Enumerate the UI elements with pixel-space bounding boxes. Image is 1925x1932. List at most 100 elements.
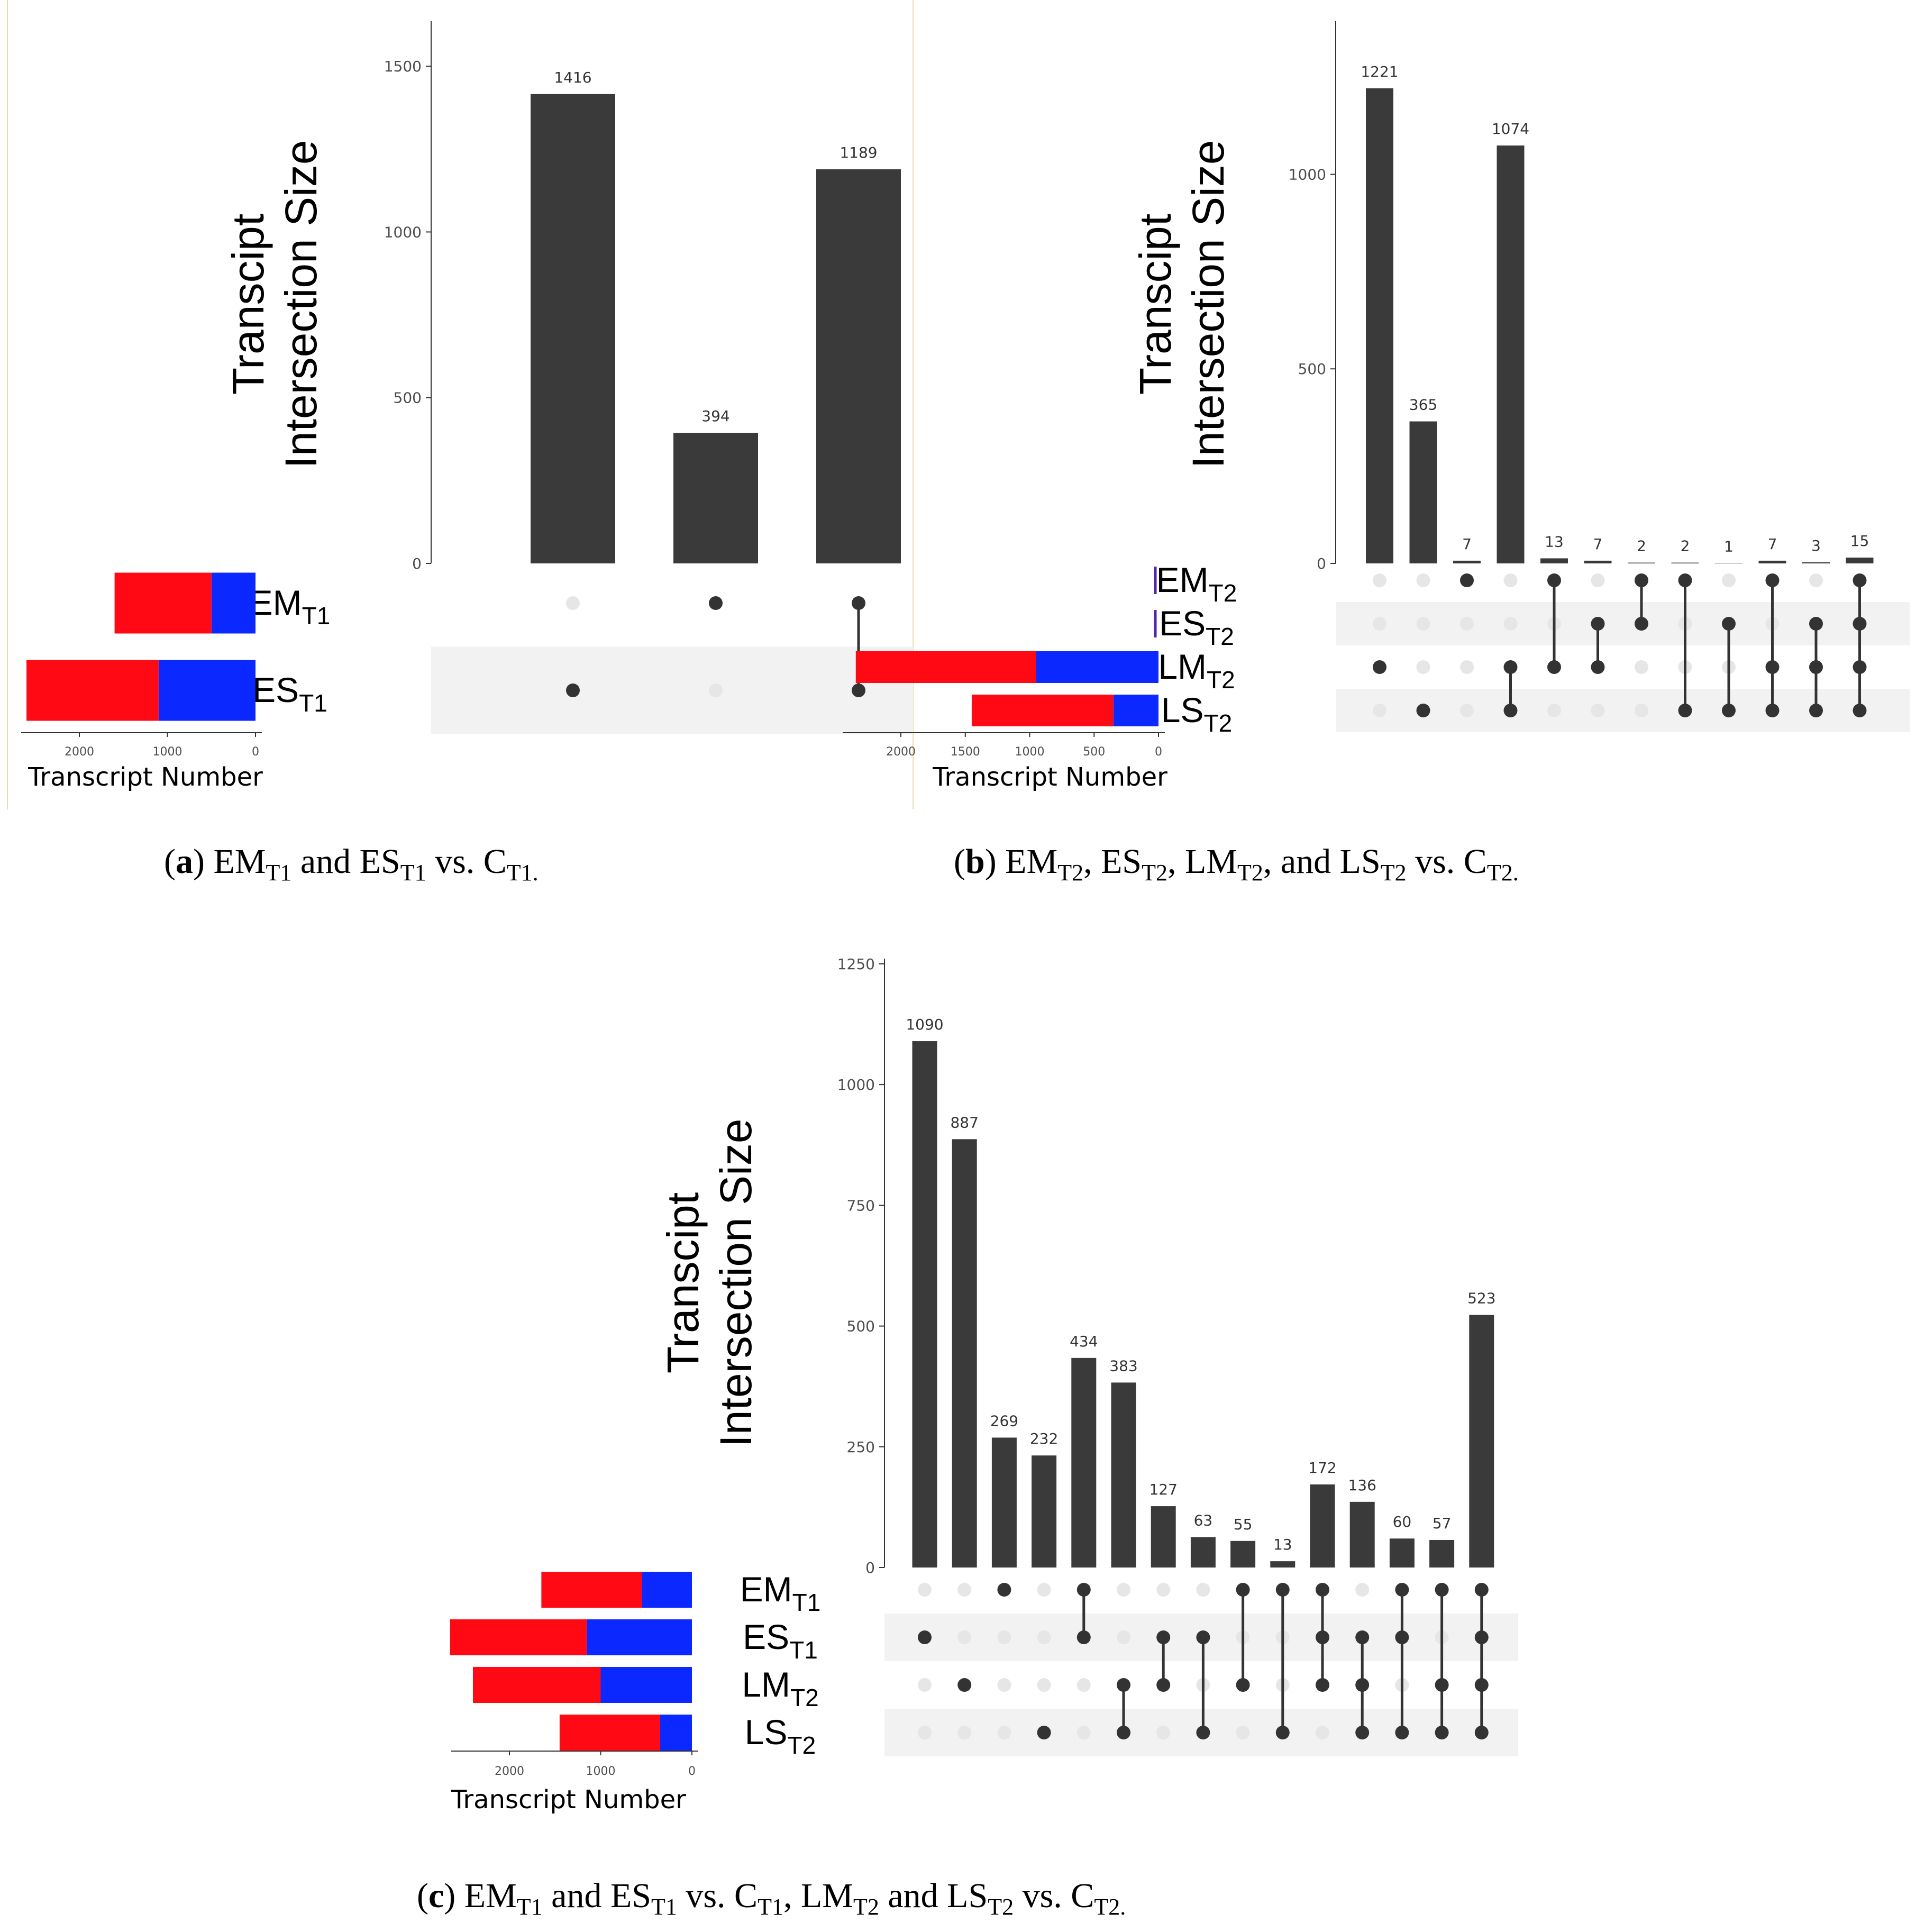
set-size-tick-label: 0 [688, 1765, 696, 1778]
matrix-dot-empty [1547, 704, 1561, 717]
bar-value-label: 2 [1681, 537, 1690, 555]
bar-value-label: 365 [1409, 396, 1437, 414]
intersection-bar [1584, 560, 1612, 563]
set-label: EST2 [1159, 604, 1234, 650]
matrix-dot-empty [566, 596, 580, 610]
set-size-bar-red [114, 572, 212, 634]
matrix-dot-empty [1316, 1726, 1329, 1739]
matrix-dot-empty [1503, 573, 1518, 587]
set-size-bar-red [541, 1572, 642, 1608]
set-label: EMT1 [250, 583, 331, 630]
bar-value-label: 1189 [840, 144, 877, 161]
matrix-dot-empty [1416, 573, 1430, 587]
bar-value-label: 887 [950, 1114, 978, 1131]
set-size-bar-red [971, 695, 1114, 726]
matrix-dot-empty [1076, 1678, 1091, 1692]
y-tick-label: 1000 [1289, 166, 1326, 183]
bar-value-label: 136 [1348, 1477, 1376, 1494]
intersection-bar [1429, 1539, 1455, 1568]
set-size-bar-blue [1036, 651, 1158, 683]
matrix-dot-filled [1037, 1726, 1051, 1739]
bar-value-label: 1090 [906, 1016, 943, 1033]
set-size-tick-label: 0 [1155, 745, 1162, 759]
bar-value-label: 55 [1234, 1516, 1253, 1533]
intersection-bar [991, 1437, 1017, 1568]
bar-value-label: 232 [1030, 1430, 1058, 1447]
bar-value-label: 1074 [1492, 120, 1529, 138]
intersection-bar [1230, 1541, 1256, 1568]
matrix-dot-filled [1460, 573, 1474, 587]
matrix-dot-empty [1076, 1726, 1091, 1739]
matrix-dot-filled [709, 596, 723, 610]
matrix-dot-empty [1236, 1726, 1250, 1739]
set-size-tick-label: 0 [252, 745, 259, 759]
set-size-tick-label: 1500 [951, 745, 980, 759]
matrix-dot-empty [1503, 617, 1518, 631]
matrix-dot-empty [1156, 1726, 1171, 1739]
bar-value-label: 394 [701, 407, 729, 425]
matrix-dot-empty [1591, 573, 1605, 587]
matrix-dot-empty [1117, 1583, 1130, 1597]
matrix-dot-empty [1635, 704, 1648, 717]
matrix-dot-empty [997, 1726, 1011, 1739]
set-size-tick-label: 2000 [65, 745, 94, 759]
y-tick-label: 1250 [837, 955, 875, 973]
matrix-dot-empty [1117, 1630, 1130, 1644]
caption-a: (a) EMT1 and EST1 vs. CT1. [164, 842, 539, 886]
bar-value-label: 57 [1433, 1515, 1452, 1532]
matrix-dot-empty [997, 1678, 1011, 1692]
set-size-bar-red [559, 1715, 660, 1751]
matrix-dot-filled [1416, 704, 1430, 717]
matrix-dot-filled [566, 684, 580, 697]
y-axis-title: Intersection Size [276, 140, 326, 469]
bar-value-label: 523 [1467, 1290, 1495, 1307]
y-tick-label: 750 [847, 1197, 875, 1214]
y-tick-label: 500 [394, 389, 422, 407]
panel-c-upset: 0 250 500 750 1000 1250 Transcipt Intersection … [450, 955, 1518, 1815]
matrix-dot-empty [957, 1583, 972, 1597]
matrix-dot-empty [1460, 617, 1474, 631]
set-size-bar-red [26, 660, 159, 721]
matrix-dot-filled [997, 1583, 1011, 1597]
set-size-bar-blue [600, 1667, 692, 1703]
matrix-dot-empty [1037, 1583, 1051, 1597]
matrix-dot-empty [1373, 617, 1386, 631]
set-label: LMT2 [742, 1665, 818, 1711]
set-size-bar-blue [660, 1715, 692, 1751]
intersection-bar [952, 1139, 977, 1568]
y-axis-title: Transcipt [1130, 214, 1180, 395]
matrix-dot-empty [918, 1678, 932, 1692]
matrix-dot-filled [1373, 660, 1386, 674]
set-size-bar-blue [642, 1572, 692, 1608]
matrix-dot-empty [918, 1726, 932, 1739]
matrix-dot-empty [1635, 660, 1648, 674]
y-tick-label: 500 [1298, 360, 1326, 378]
y-tick-label: 1000 [384, 223, 422, 241]
intersection-bar [1151, 1506, 1176, 1568]
bar-value-label: 63 [1194, 1511, 1213, 1529]
matrix-dot-filled [957, 1678, 972, 1692]
matrix-dot-empty [1809, 573, 1823, 587]
matrix-dot-empty [1416, 617, 1430, 631]
matrix-dot-empty [957, 1726, 972, 1739]
y-axis-title: Intersection Size [711, 1119, 761, 1447]
y-tick-label: 1000 [837, 1076, 875, 1093]
matrix-dot-empty [1591, 704, 1605, 717]
set-size-tick-label: 2000 [495, 1765, 524, 1778]
bar-value-label: 1416 [554, 69, 591, 86]
set-size-tick-label: 2000 [886, 745, 916, 759]
set-label: LST2 [1161, 690, 1232, 737]
caption-c: (c) EMT1 and EST1 vs. CT1, LMT2 and LST2… [417, 1876, 1126, 1920]
bar-value-label: 383 [1109, 1357, 1137, 1374]
intersection-bar [912, 1041, 937, 1568]
matrix-dot-empty [1373, 573, 1386, 587]
y-tick-label: 0 [412, 555, 422, 572]
intersection-bar [1071, 1357, 1097, 1568]
matrix-stripe [431, 646, 913, 734]
set-label: LMT2 [1158, 647, 1235, 694]
bar-value-label: 13 [1545, 533, 1564, 550]
intersection-bar [1540, 558, 1568, 563]
bar-value-label: 269 [990, 1412, 1018, 1429]
set-label: EMT1 [740, 1570, 821, 1616]
matrix-dot-empty [1037, 1630, 1051, 1644]
